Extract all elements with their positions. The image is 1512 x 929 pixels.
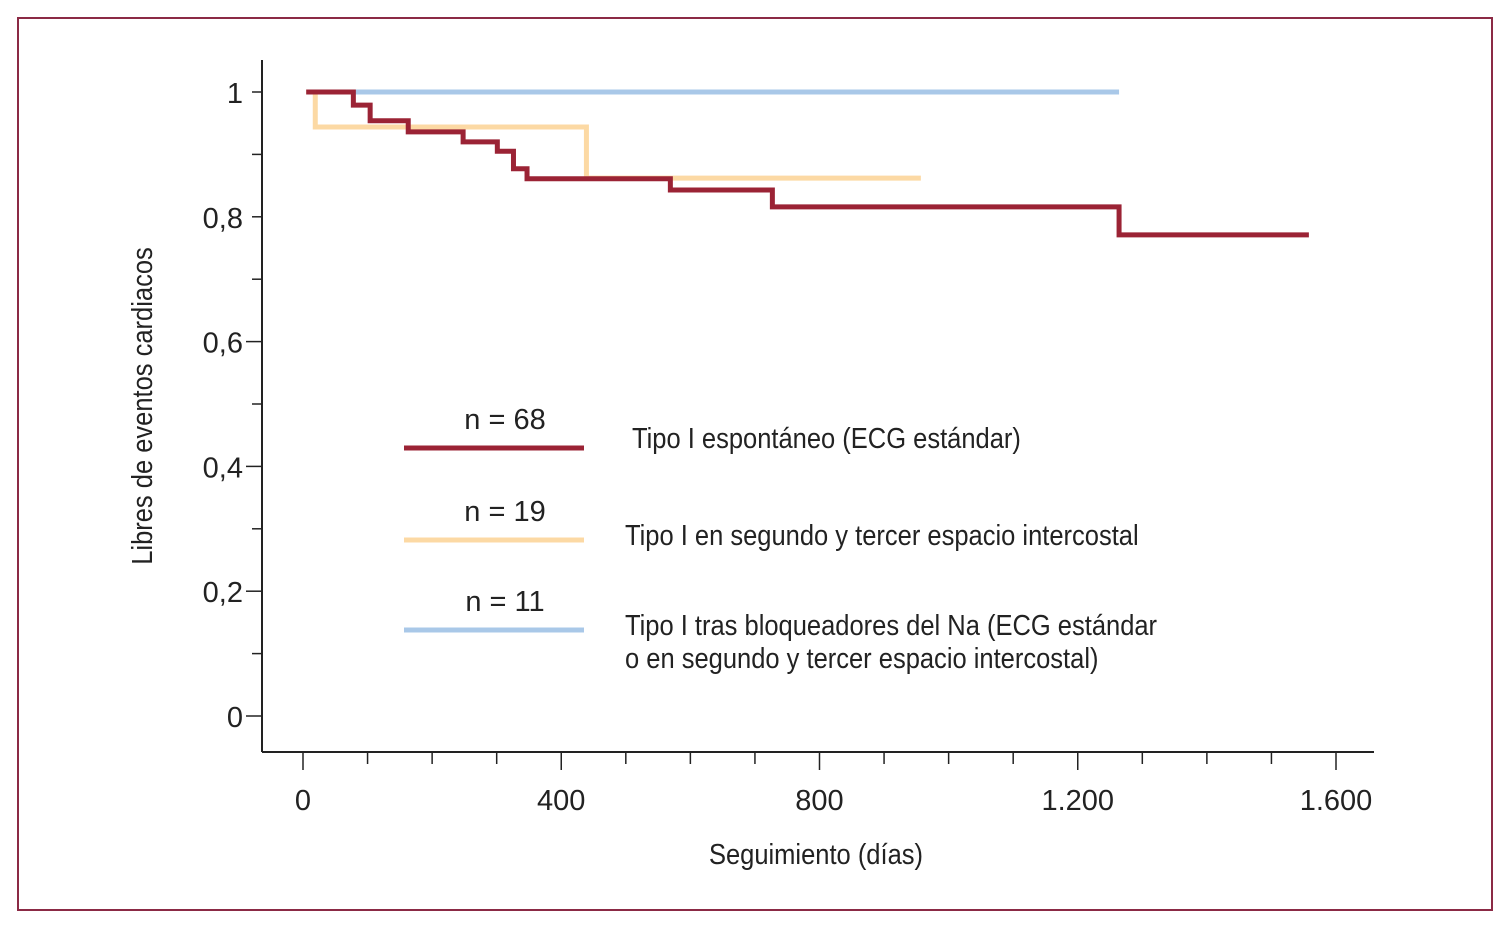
y-tick-label: 0,8 bbox=[203, 203, 243, 235]
legend-label: Tipo I espontáneo (ECG estándar) bbox=[632, 421, 1021, 454]
y-tick-label: 0 bbox=[227, 702, 243, 734]
x-tick-label: 400 bbox=[537, 785, 585, 817]
x-tick-label: 800 bbox=[795, 785, 843, 817]
x-tick-label: 1.200 bbox=[1041, 785, 1114, 817]
x-tick-label: 1.600 bbox=[1300, 785, 1373, 817]
y-tick-label: 0,2 bbox=[203, 577, 243, 609]
y-tick-label: 1 bbox=[227, 78, 243, 110]
legend-n-label: n = 68 bbox=[464, 404, 545, 436]
y-tick-label: 0,6 bbox=[203, 328, 243, 360]
curves bbox=[306, 89, 1309, 238]
legend-label: Tipo I tras bloqueadores del Na (ECG est… bbox=[625, 608, 1157, 641]
x-tick-label: 0 bbox=[295, 785, 311, 817]
y-tick-label: 0,4 bbox=[203, 452, 243, 484]
legend-n-label: n = 19 bbox=[464, 496, 545, 528]
x-axis-label: Seguimiento (días) bbox=[709, 837, 923, 870]
legend-label: o en segundo y tercer espacio intercosta… bbox=[625, 641, 1098, 674]
legend-n-label: n = 11 bbox=[465, 586, 544, 618]
y-axis-label: Libres de eventos cardiacos bbox=[125, 247, 158, 565]
survival-curve-2 bbox=[306, 89, 921, 181]
legend: n = 68 Tipo I espontáneo (ECG estándar) n … bbox=[404, 404, 1157, 674]
survival-curve-1 bbox=[306, 89, 1309, 238]
axes: 0 0,2 0,4 0,6 0,8 1 0 400 800 1.200 1.600 bbox=[203, 60, 1374, 817]
legend-label: Tipo I en segundo y tercer espacio inter… bbox=[625, 518, 1139, 551]
figure-frame bbox=[17, 17, 1493, 911]
